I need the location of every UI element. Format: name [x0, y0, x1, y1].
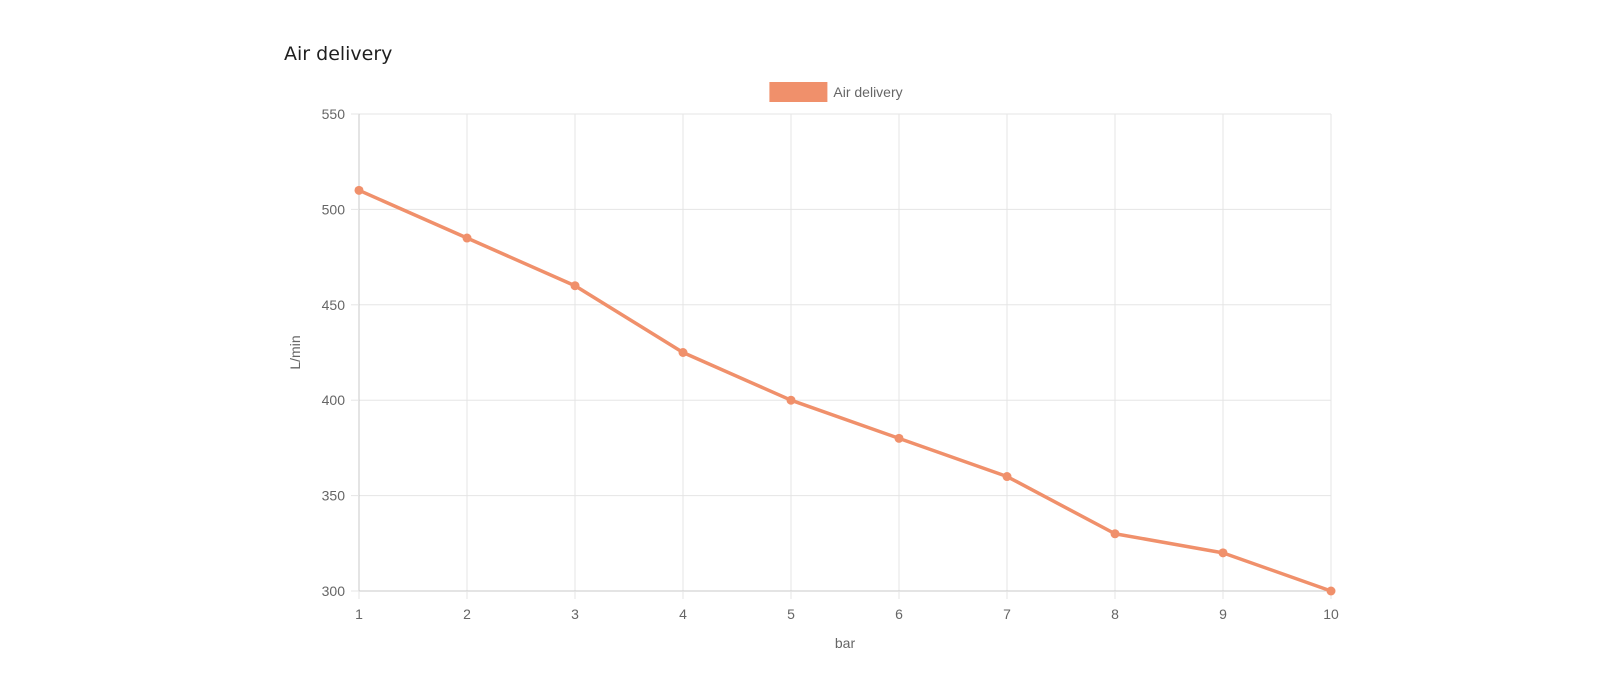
x-tick-label: 5 [787, 606, 795, 622]
x-tick-label: 1 [355, 606, 363, 622]
legend-swatch [769, 82, 828, 102]
page-title: Air delivery [284, 43, 393, 65]
data-point[interactable] [354, 185, 364, 195]
x-tick-label: 2 [463, 606, 471, 622]
series-line [357, 188, 1333, 593]
x-tick-label: 6 [895, 606, 903, 622]
chart-grid [359, 113, 1332, 591]
x-tick-label: 7 [1003, 606, 1011, 622]
data-point[interactable] [462, 233, 472, 243]
y-tick-label: 300 [322, 583, 346, 599]
legend-label: Air delivery [833, 84, 902, 100]
y-tick-label: 350 [322, 488, 346, 504]
data-point[interactable] [1326, 586, 1336, 596]
data-point[interactable] [786, 395, 796, 405]
x-axis-ticks: 1 2 3 4 5 6 7 8 9 10 [355, 591, 1339, 622]
x-axis-title: bar [835, 635, 856, 651]
data-point[interactable] [1218, 548, 1228, 558]
x-tick-label: 3 [571, 606, 579, 622]
y-axis-title: L/min [287, 335, 303, 369]
chart-legend[interactable]: Air delivery [769, 82, 903, 102]
x-tick-label: 10 [1323, 606, 1339, 622]
y-tick-label: 500 [322, 201, 346, 217]
y-tick-label: 400 [322, 392, 346, 408]
y-axis-ticks: 300 350 400 450 500 550 [322, 106, 359, 599]
x-tick-label: 9 [1219, 606, 1227, 622]
x-tick-label: 8 [1111, 606, 1119, 622]
x-tick-label: 4 [679, 606, 687, 622]
chart-axes [358, 114, 1331, 592]
data-point[interactable] [570, 281, 580, 291]
chart-series [354, 185, 1336, 596]
data-point[interactable] [1002, 472, 1012, 482]
y-tick-label: 550 [322, 106, 346, 122]
y-tick-label: 450 [322, 297, 346, 313]
data-point[interactable] [894, 433, 904, 443]
data-point[interactable] [678, 348, 688, 357]
data-point[interactable] [1110, 529, 1120, 539]
